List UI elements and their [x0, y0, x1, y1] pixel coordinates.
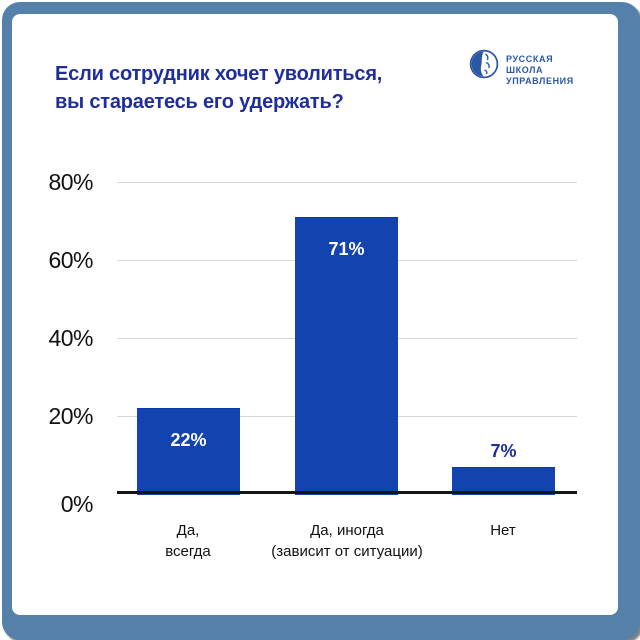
bar	[452, 466, 555, 495]
page-title: Если сотрудник хочет уволиться, вы стара…	[55, 60, 382, 116]
x-axis-category-label: Да, всегда	[165, 522, 211, 560]
y-axis-tick-label: 40%	[48, 325, 93, 351]
y-axis-tick-label: 80%	[48, 169, 93, 195]
x-axis-category-label: Нет	[490, 522, 516, 539]
bar	[137, 408, 240, 495]
infographic-card: Если сотрудник хочет уволиться, вы стара…	[12, 14, 618, 615]
title-line-2: вы стараетесь его удержать?	[55, 91, 344, 113]
bar-value-label: 7%	[490, 440, 517, 461]
logo-line-1: РУССКАЯ	[506, 54, 554, 64]
x-axis-category-label: Да, иногда (зависит от ситуации)	[271, 522, 423, 560]
logo-line-3: УПРАВЛЕНИЯ	[506, 76, 574, 86]
logo-text: РУССКАЯ ШКОЛА УПРАВЛЕНИЯ	[506, 54, 574, 87]
y-axis-tick-label: 0%	[60, 491, 94, 517]
x-axis-line	[117, 491, 577, 494]
bar-value-label: 71%	[328, 239, 365, 260]
title-line-1: Если сотрудник хочет уволиться,	[55, 63, 383, 85]
logo: РУССКАЯ ШКОЛА УПРАВЛЕНИЯ	[469, 49, 619, 99]
logo-line-2: ШКОЛА	[506, 65, 544, 75]
bar	[295, 217, 398, 495]
globe-icon	[469, 49, 499, 79]
bar-value-label: 22%	[170, 430, 207, 451]
gridline-80%	[117, 181, 577, 183]
y-axis-tick-label: 20%	[48, 403, 93, 429]
bar-chart: 0% 20% 40% 60% 80% 22% 71% 7% Да, всегда Да, иног…	[12, 14, 618, 615]
y-axis-tick-label: 60%	[48, 247, 93, 273]
